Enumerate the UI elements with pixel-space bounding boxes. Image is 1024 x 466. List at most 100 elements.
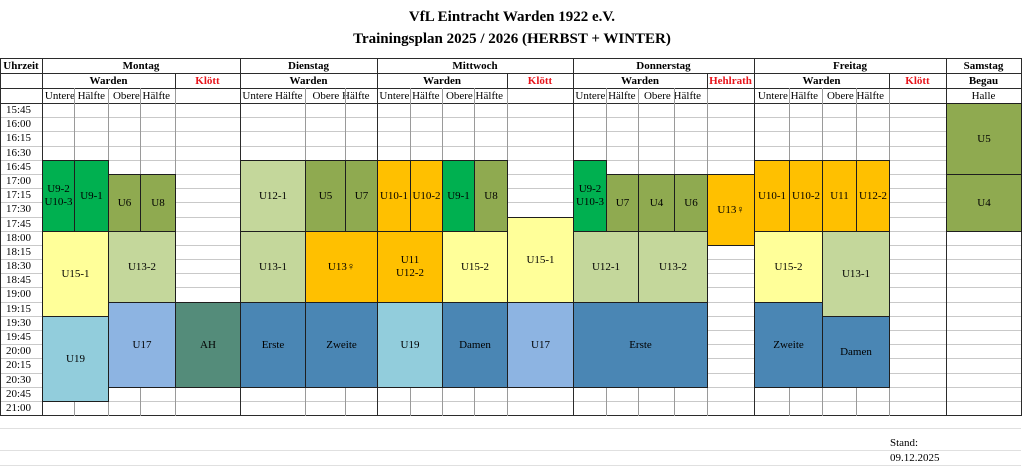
half-header: Obere Hälfte <box>112 89 171 102</box>
session-label: U15-1 <box>526 253 555 266</box>
time-label: 18:45 <box>6 274 32 286</box>
session-block: U4 <box>638 174 675 232</box>
column-rule <box>0 58 1 416</box>
half-header: Untere Hälfte <box>757 89 819 102</box>
day-header-samstag: Samstag <box>963 59 1004 72</box>
time-label: 17:45 <box>6 218 32 230</box>
time-rule <box>0 188 1021 189</box>
half-header: Obere Hälfte <box>312 89 370 102</box>
time-label: 18:30 <box>6 260 32 272</box>
session-label: U10-1 <box>379 189 409 202</box>
session-label: U10-1 <box>757 189 787 202</box>
session-label: U10-2 <box>412 189 441 202</box>
session-label: U5 <box>977 132 991 145</box>
day-header-donnerstag: Donnerstag <box>636 59 691 72</box>
time-label: 18:00 <box>6 232 32 244</box>
time-label: 19:15 <box>6 303 32 315</box>
session-block: U11 <box>822 160 857 232</box>
location-header: Warden <box>289 74 328 87</box>
session-block: U13♀ <box>707 174 755 246</box>
session-block: Erste <box>573 302 708 388</box>
half-header: Untere Hälfte <box>44 89 106 102</box>
location-rule <box>889 73 890 89</box>
location-header: Klött <box>195 74 220 87</box>
location-header: Warden <box>621 74 659 87</box>
session-label: U9-2 <box>47 183 70 195</box>
session-label: U13-1 <box>841 267 871 280</box>
session-label: AH <box>200 338 216 351</box>
uhrzeit-header: Uhrzeit <box>3 59 39 72</box>
session-block: U13-2 <box>108 231 176 303</box>
session-block: U9-1 <box>74 160 109 232</box>
session-label: U8 <box>484 189 498 202</box>
session-block: U7 <box>345 160 378 232</box>
time-label: 15:45 <box>6 104 32 116</box>
session-label: U7 <box>354 189 369 202</box>
half-header: Untere Hälfte <box>575 89 636 102</box>
session-label: U15-2 <box>774 260 803 273</box>
location-header: Warden <box>802 74 841 87</box>
session-block: Zweite <box>754 302 823 388</box>
time-label: 19:30 <box>6 317 32 329</box>
footer-rule <box>0 428 1021 429</box>
half-header: Untere Hälfte <box>379 89 440 102</box>
time-label: 16:15 <box>6 132 32 144</box>
time-label: 18:15 <box>6 246 32 258</box>
session-label: U15-1 <box>61 267 90 280</box>
day-header-freitag: Freitag <box>832 59 867 72</box>
time-rule <box>0 131 1021 132</box>
location-rule <box>707 73 708 89</box>
session-label: U13-2 <box>127 260 157 273</box>
session-block: U13-2 <box>638 231 708 303</box>
session-block: U8 <box>140 174 176 232</box>
session-label: U4 <box>977 196 991 209</box>
session-block: U12-1 <box>573 231 639 303</box>
session-label: Damen <box>459 338 491 351</box>
location-header: Klött <box>905 74 930 87</box>
half-header: Obere Hälfte <box>643 89 702 102</box>
time-label: 20:00 <box>6 345 32 357</box>
session-label: U9-2 <box>578 183 602 195</box>
session-block: U15-1 <box>42 231 109 317</box>
session-label: U8 <box>151 196 165 209</box>
time-label: 17:15 <box>6 189 32 201</box>
session-label: U13♀ <box>327 260 356 273</box>
club-title: VfL Eintracht Warden 1922 e.V. <box>408 9 616 25</box>
location-header: Warden <box>423 74 461 87</box>
header-rule <box>0 88 1021 89</box>
session-block: U19 <box>377 302 443 388</box>
footer-rule <box>0 450 1021 451</box>
session-block: U10-1 <box>754 160 790 232</box>
session-block: U9-2 U10-3 <box>42 160 75 232</box>
time-label: 17:30 <box>6 203 32 215</box>
session-label: U10-3 <box>575 196 605 208</box>
session-block: U4 <box>946 174 1022 232</box>
session-block: AH <box>175 302 241 388</box>
session-block: U7 <box>606 174 639 232</box>
time-label: 17:00 <box>6 175 32 187</box>
location-header: Begau <box>968 74 999 87</box>
session-label: Erste <box>261 338 285 351</box>
time-label: 20:15 <box>6 359 32 371</box>
session-block: Damen <box>822 316 890 388</box>
session-label: Zweite <box>326 338 357 351</box>
location-header: Klött <box>527 74 553 87</box>
session-label: U17 <box>132 338 152 351</box>
session-label: U7 <box>615 196 630 209</box>
time-label: 19:00 <box>6 288 32 300</box>
session-block: U9-1 <box>442 160 475 232</box>
session-block: U17 <box>507 302 574 388</box>
session-label: U10-3 <box>44 196 73 208</box>
session-label: U13-2 <box>658 260 688 273</box>
location-header: Warden <box>89 74 128 87</box>
session-block: U8 <box>474 160 508 232</box>
session-block: U13-1 <box>240 231 306 303</box>
half-header: Untere Hälfte <box>242 89 303 102</box>
session-label: U19 <box>400 338 420 351</box>
session-label: U5 <box>318 189 333 202</box>
session-label: Erste <box>629 338 652 351</box>
session-block: U15-2 <box>754 231 823 303</box>
time-rule <box>0 174 1021 175</box>
time-label: 20:45 <box>6 388 32 400</box>
header-rule <box>0 73 1021 74</box>
